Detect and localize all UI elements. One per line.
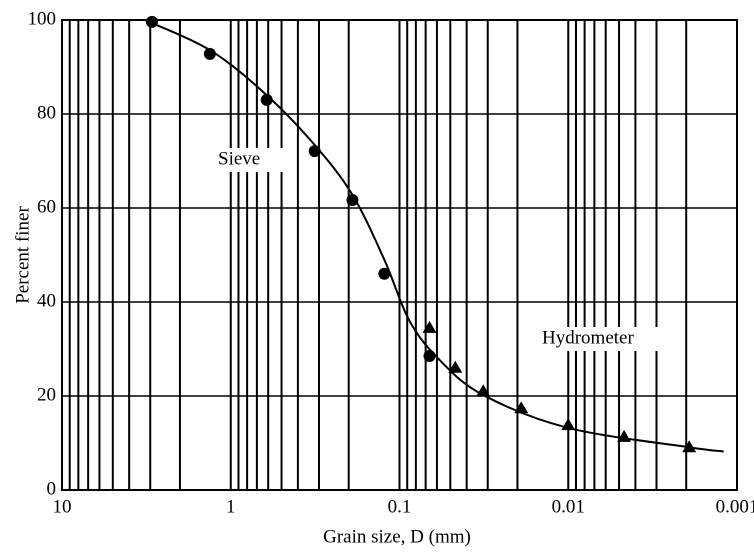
y-tick-label: 20	[37, 384, 56, 405]
hydrometer-point	[514, 401, 529, 414]
y-tick-label: 80	[37, 102, 56, 123]
y-tick-label: 40	[37, 290, 56, 311]
sieve-point	[423, 350, 436, 363]
sieve-point	[346, 194, 359, 207]
sieve-point	[260, 93, 273, 106]
x-axis-label: Grain size, D (mm)	[323, 526, 471, 547]
hydrometer-point	[561, 418, 576, 431]
x-tick-label: 10	[53, 496, 72, 517]
hydrometer-point	[617, 429, 632, 442]
hydrometer-point	[448, 360, 463, 373]
hydrometer-point	[422, 320, 437, 333]
y-axis-label: Percent finer	[12, 206, 33, 304]
x-tick-label: 0.01	[552, 496, 585, 517]
series-label: Sieve	[218, 148, 260, 169]
hydrometer-point	[476, 384, 491, 397]
y-tick-label: 0	[47, 478, 57, 499]
x-tick-label: 0.1	[388, 496, 412, 517]
sieve-point	[145, 15, 158, 28]
label-bg	[539, 327, 663, 351]
sieve-point	[308, 145, 321, 158]
plot-frame	[61, 19, 738, 491]
x-tick-label: 0.001	[716, 496, 754, 517]
hydrometer-point	[682, 440, 697, 453]
fit-curve	[144, 19, 724, 453]
x-tick-label: 1	[226, 496, 236, 517]
y-tick-label: 60	[37, 196, 56, 217]
y-tick-label: 100	[28, 8, 57, 29]
series-label: Hydrometer	[542, 327, 634, 348]
sieve-point	[378, 267, 391, 280]
sieve-point	[203, 47, 216, 60]
label-bg	[214, 148, 284, 172]
